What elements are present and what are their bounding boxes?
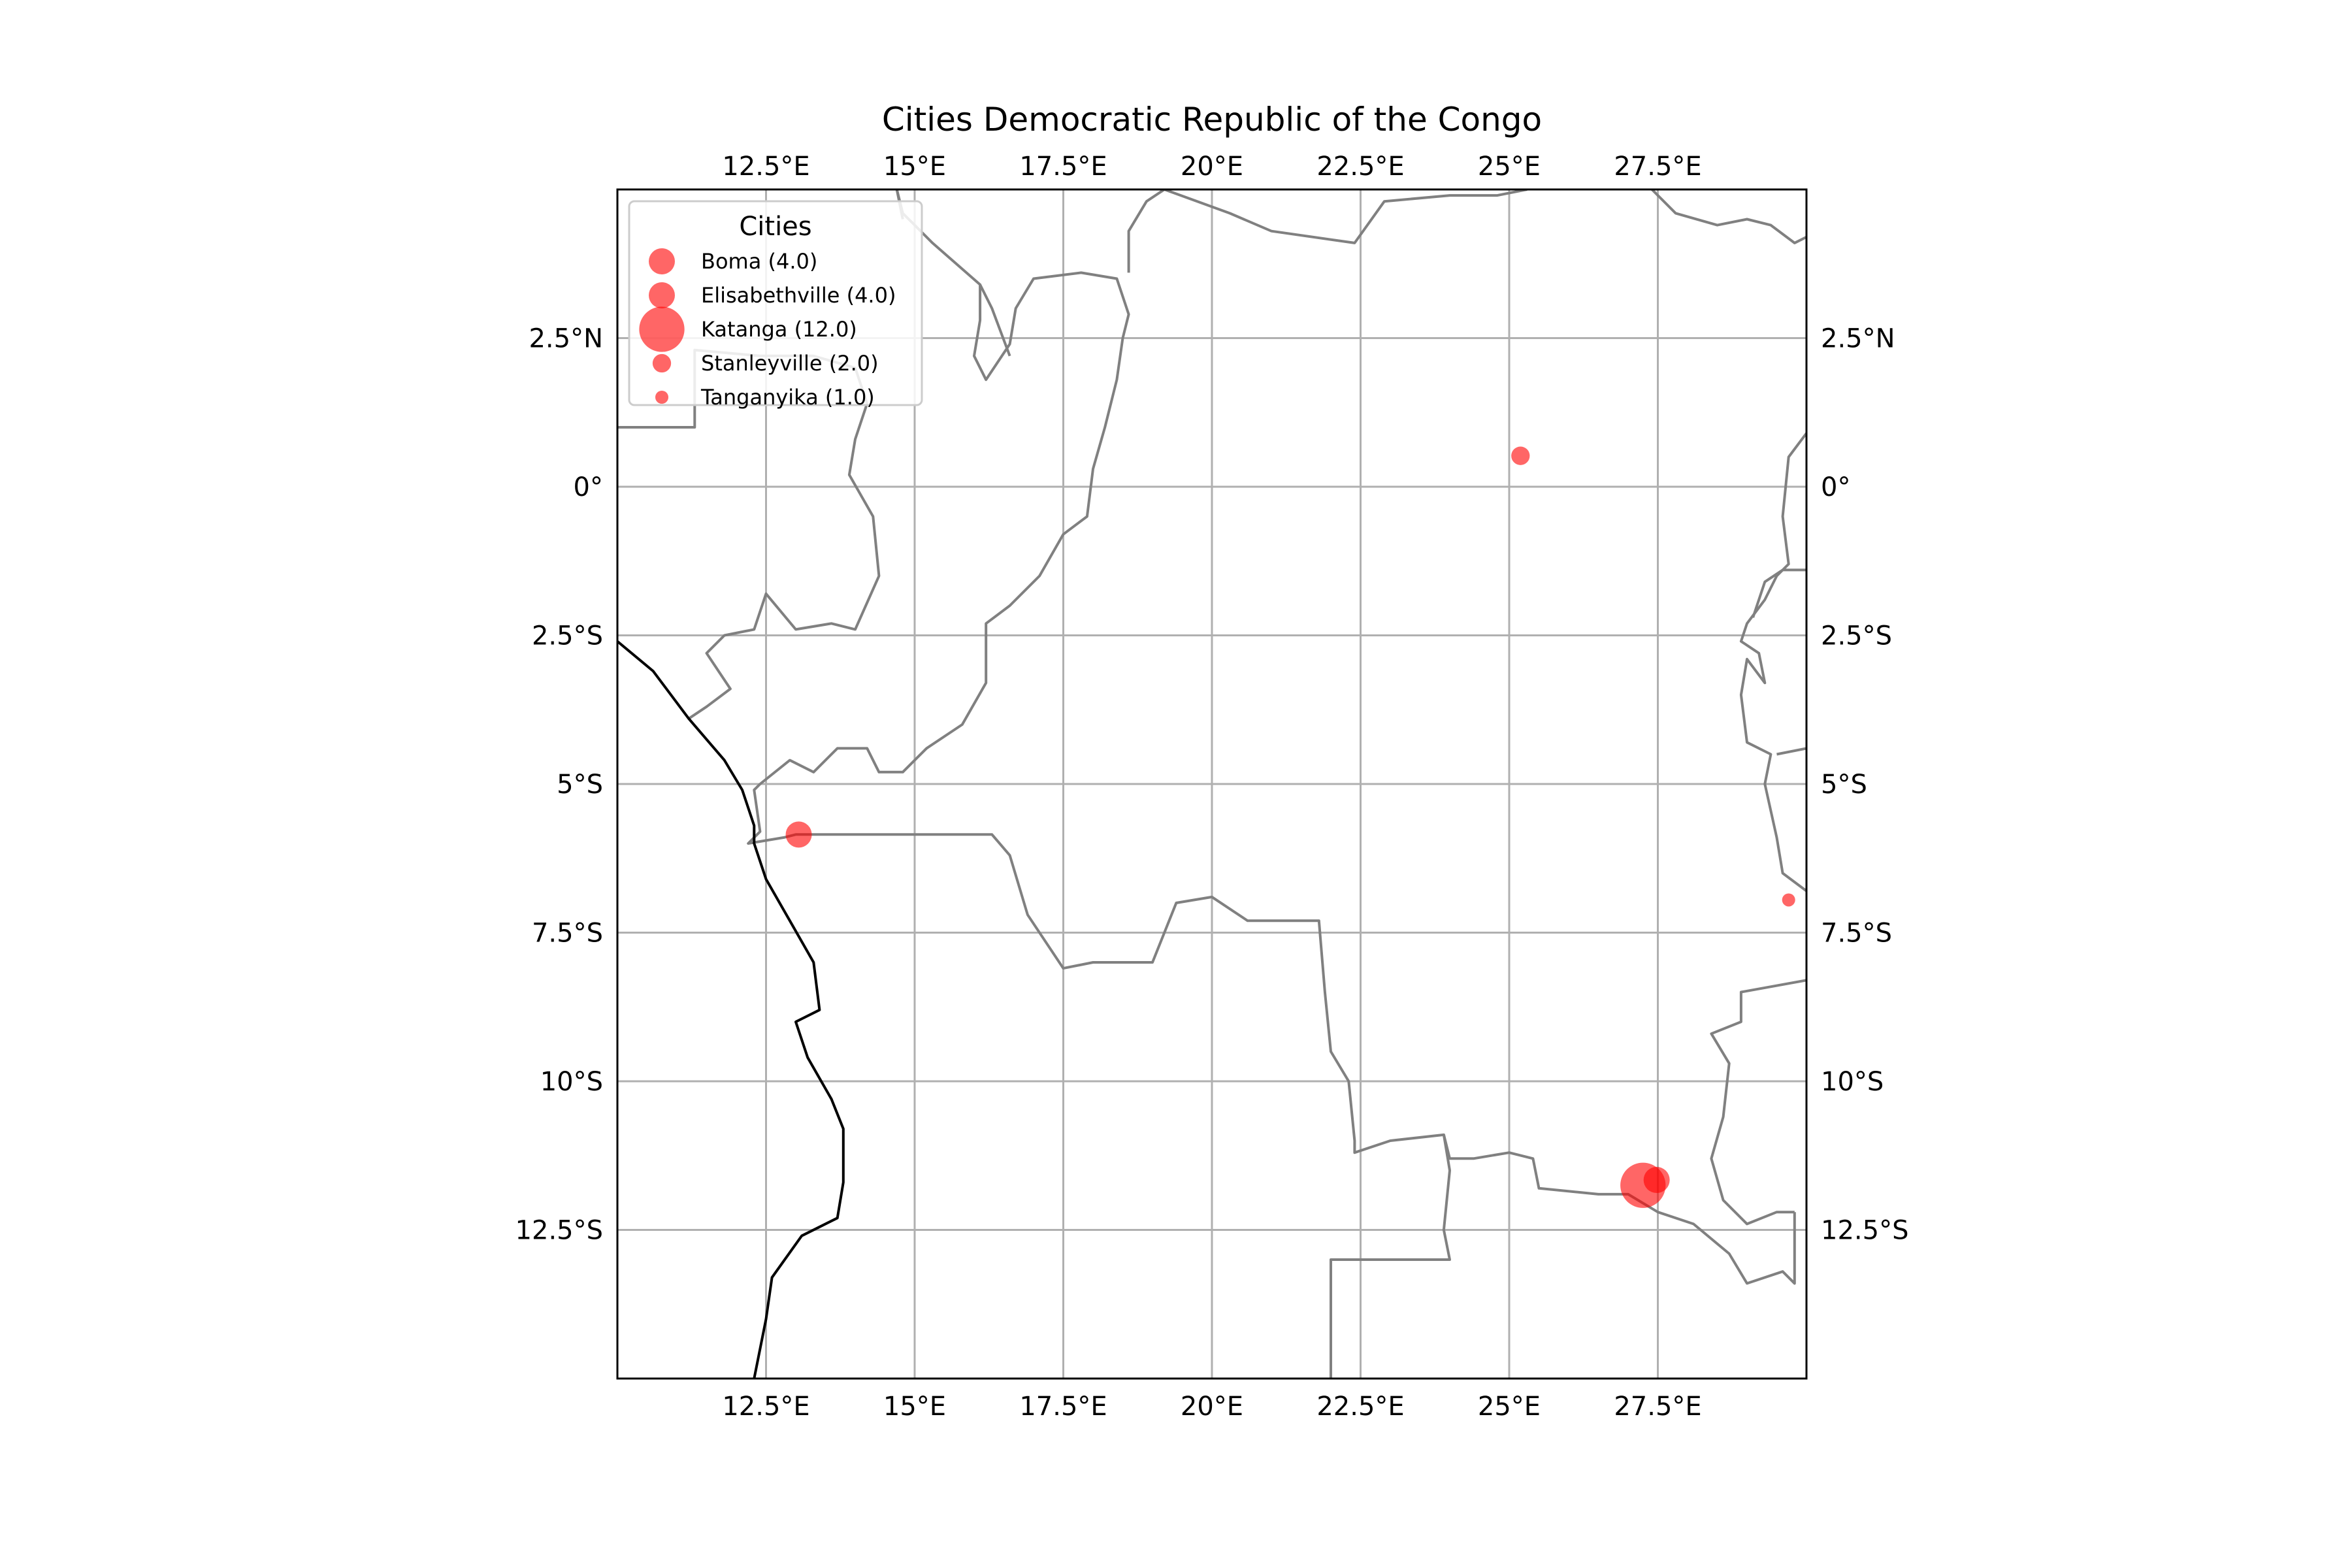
legend-marker	[649, 282, 675, 308]
legend-marker	[639, 306, 685, 352]
y-tick-label-left: 10°S	[540, 1067, 603, 1097]
border-line	[1776, 747, 1806, 756]
x-tick-label-top: 22.5°E	[1316, 152, 1404, 182]
x-tick-label-bottom: 17.5°E	[1019, 1392, 1107, 1422]
chart-title: Cities Democratic Republic of the Congo	[882, 101, 1542, 139]
city-marker-tanganyika	[1782, 893, 1795, 907]
legend: Cities Boma (4.0) Elisabethville (4.0) Kat…	[628, 200, 923, 410]
legend-label: Elisabethville (4.0)	[701, 283, 896, 308]
x-tick-label-top: 15°E	[883, 152, 946, 182]
x-tick-label-bottom: 27.5°E	[1614, 1392, 1701, 1422]
x-tick-label-top: 25°E	[1478, 152, 1541, 182]
coastline	[617, 640, 845, 1379]
coastline-line	[617, 640, 845, 1379]
y-tick-label-right: 5°S	[1821, 770, 1867, 800]
map-frame	[616, 188, 1808, 1380]
y-tick-label-right: 7.5°S	[1821, 919, 1892, 949]
x-tick-label-bottom: 25°E	[1478, 1392, 1541, 1422]
x-tick-label-top: 20°E	[1181, 152, 1243, 182]
border-line	[1127, 189, 1166, 273]
y-tick-label-right: 0°	[1821, 472, 1850, 502]
city-marker-katanga	[1620, 1162, 1666, 1208]
y-tick-label-right: 2.5°N	[1821, 324, 1895, 354]
x-tick-label-bottom: 15°E	[883, 1392, 946, 1422]
border-line	[979, 284, 1011, 357]
border-line	[1650, 189, 1806, 244]
y-tick-label-right: 10°S	[1821, 1067, 1884, 1097]
border-line	[1330, 1134, 1451, 1379]
y-tick-label-left: 12.5°S	[515, 1216, 603, 1246]
x-tick-label-bottom: 12.5°E	[722, 1392, 809, 1422]
legend-label: Boma (4.0)	[701, 249, 817, 274]
axis-tick-labels: 12.5°E 12.5°E 15°E 15°E 17.5°E 17.5°E 20°E 20°E…	[515, 152, 1909, 1422]
y-tick-label-left: 2.5°S	[532, 621, 603, 651]
x-tick-label-bottom: 20°E	[1181, 1392, 1243, 1422]
legend-label: Katanga (12.0)	[701, 317, 857, 342]
legend-marker	[652, 353, 672, 373]
y-tick-label-left: 0°	[574, 472, 603, 502]
y-tick-label-left: 2.5°N	[529, 324, 603, 354]
y-tick-label-right: 12.5°S	[1821, 1216, 1908, 1246]
legend-label: Stanleyville (2.0)	[701, 351, 879, 376]
y-tick-label-left: 5°S	[557, 770, 603, 800]
legend-box	[628, 200, 923, 406]
city-marker-stanleyville	[1511, 446, 1530, 465]
border-line	[1752, 568, 1806, 618]
border-line	[1739, 432, 1806, 892]
legend-marker	[649, 248, 675, 274]
border-line	[747, 189, 1796, 1285]
x-tick-label-top: 27.5°E	[1614, 152, 1701, 182]
gridlines	[617, 189, 1806, 1379]
legend-marker	[655, 391, 668, 404]
city-markers	[785, 446, 1795, 1208]
legend-title: Cities	[739, 212, 811, 242]
x-tick-label-top: 17.5°E	[1019, 152, 1107, 182]
border-line	[1710, 979, 1806, 1226]
country-borders	[617, 189, 1806, 1379]
x-tick-label-bottom: 22.5°E	[1316, 1392, 1404, 1422]
legend-label: Tanganyika (1.0)	[700, 385, 875, 410]
border-line	[1164, 189, 1527, 244]
y-tick-label-right: 2.5°S	[1821, 621, 1892, 651]
y-tick-label-left: 7.5°S	[532, 919, 603, 949]
x-tick-label-top: 12.5°E	[722, 152, 809, 182]
city-marker-boma	[785, 821, 812, 848]
